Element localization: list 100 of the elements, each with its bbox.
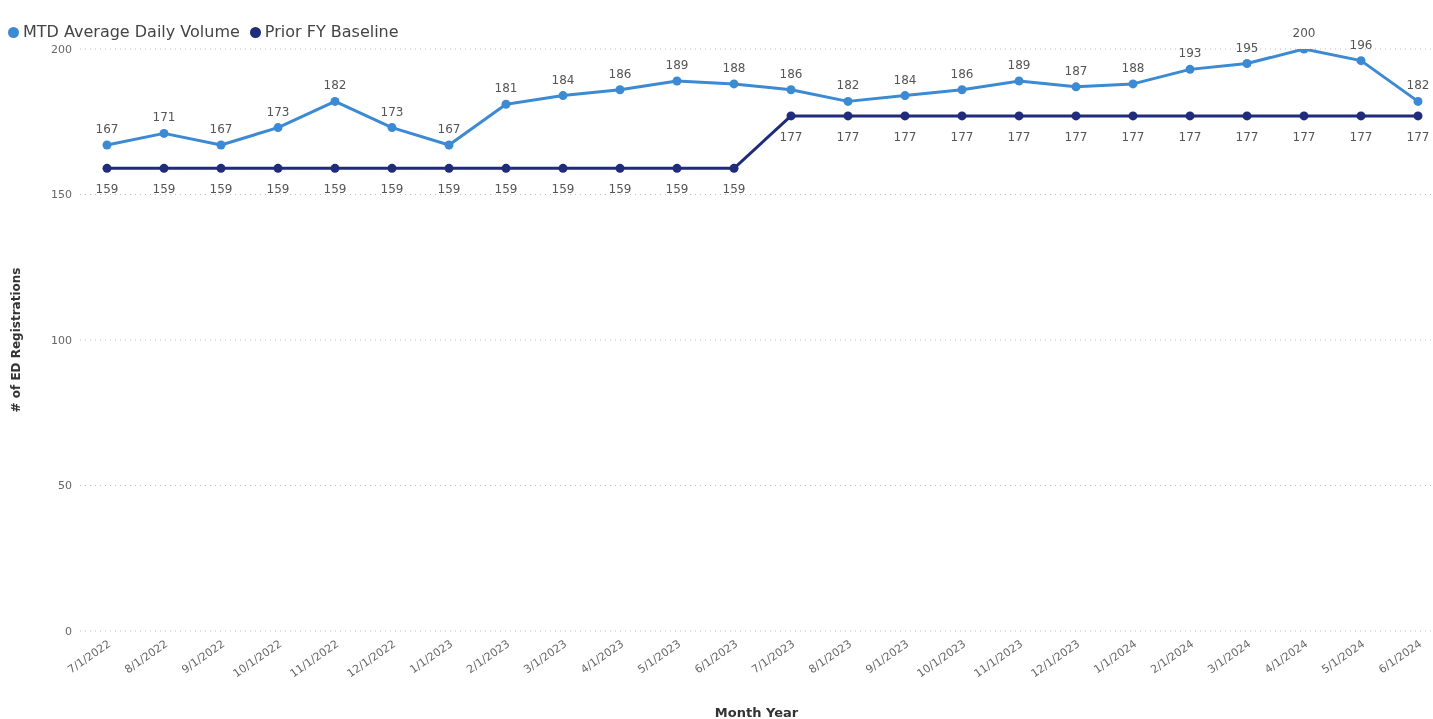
data-label: 159 bbox=[380, 182, 404, 197]
point bbox=[786, 85, 796, 95]
point bbox=[1014, 76, 1024, 86]
data-label: 189 bbox=[665, 58, 689, 73]
point bbox=[1071, 111, 1081, 121]
point bbox=[729, 79, 739, 89]
data-label: 177 bbox=[836, 129, 860, 144]
point bbox=[159, 128, 169, 138]
point bbox=[102, 140, 112, 150]
point bbox=[102, 163, 112, 173]
data-label: 159 bbox=[551, 182, 575, 197]
point bbox=[444, 163, 454, 173]
point bbox=[957, 85, 967, 95]
point bbox=[501, 99, 511, 109]
data-label: 167 bbox=[95, 122, 119, 137]
data-label: 196 bbox=[1349, 37, 1373, 52]
data-label: 159 bbox=[209, 182, 233, 197]
data-label: 177 bbox=[779, 129, 803, 144]
y-tick-label: 100 bbox=[51, 333, 72, 347]
data-label: 159 bbox=[608, 182, 632, 197]
y-tick-label: 200 bbox=[51, 42, 72, 56]
data-label: 177 bbox=[1007, 129, 1031, 144]
point bbox=[558, 163, 568, 173]
data-label: 159 bbox=[95, 182, 119, 197]
data-label: 182 bbox=[1406, 78, 1430, 93]
data-label: 173 bbox=[380, 104, 404, 119]
data-label: 184 bbox=[551, 72, 575, 87]
point bbox=[1071, 82, 1081, 92]
data-label: 159 bbox=[437, 182, 461, 197]
legend-label: MTD Average Daily Volume bbox=[23, 22, 240, 41]
data-label: 182 bbox=[323, 78, 347, 93]
data-label: 200 bbox=[1292, 26, 1316, 40]
point bbox=[1413, 111, 1423, 121]
point bbox=[159, 163, 169, 173]
data-label: 186 bbox=[608, 66, 632, 81]
data-label: 159 bbox=[494, 182, 518, 197]
point bbox=[1128, 111, 1138, 121]
point bbox=[273, 123, 283, 133]
data-label: 167 bbox=[437, 122, 461, 137]
data-label: 177 bbox=[1235, 129, 1259, 144]
data-label: 189 bbox=[1007, 58, 1031, 73]
point bbox=[1413, 96, 1423, 106]
data-label: 159 bbox=[722, 182, 746, 197]
data-label: 159 bbox=[266, 182, 290, 197]
data-label: 188 bbox=[722, 60, 746, 75]
point bbox=[843, 111, 853, 121]
data-label: 188 bbox=[1121, 60, 1145, 75]
point bbox=[216, 163, 226, 173]
point bbox=[1242, 59, 1252, 69]
data-label: 177 bbox=[1178, 129, 1202, 144]
point bbox=[330, 163, 340, 173]
data-label: 187 bbox=[1064, 63, 1088, 78]
point bbox=[501, 163, 511, 173]
data-label: 177 bbox=[893, 129, 917, 144]
y-tick-label: 150 bbox=[51, 188, 72, 202]
data-label: 171 bbox=[152, 110, 176, 125]
point bbox=[1356, 111, 1366, 121]
point bbox=[615, 163, 625, 173]
point bbox=[330, 96, 340, 106]
data-label: 184 bbox=[893, 72, 917, 87]
point bbox=[387, 163, 397, 173]
y-axis-title: # of ED Registrations bbox=[9, 267, 24, 413]
data-label: 186 bbox=[950, 66, 974, 81]
x-axis-title: Month Year bbox=[714, 705, 799, 719]
data-label: 195 bbox=[1235, 40, 1259, 55]
data-label: 177 bbox=[1349, 129, 1373, 144]
point bbox=[444, 140, 454, 150]
y-tick-label: 50 bbox=[58, 479, 72, 493]
data-label: 167 bbox=[209, 122, 233, 137]
point bbox=[900, 111, 910, 121]
data-label: 177 bbox=[1064, 129, 1088, 144]
point bbox=[1242, 111, 1252, 121]
point bbox=[729, 163, 739, 173]
point bbox=[1185, 64, 1195, 74]
point bbox=[843, 96, 853, 106]
data-label: 159 bbox=[665, 182, 689, 197]
data-label: 177 bbox=[1121, 129, 1145, 144]
point bbox=[672, 76, 682, 86]
point bbox=[273, 163, 283, 173]
point bbox=[216, 140, 226, 150]
point bbox=[1014, 111, 1024, 121]
data-label: 177 bbox=[950, 129, 974, 144]
point bbox=[1185, 111, 1195, 121]
data-label: 193 bbox=[1178, 46, 1202, 61]
legend-label: Prior FY Baseline bbox=[264, 22, 399, 41]
data-label: 177 bbox=[1406, 129, 1430, 144]
data-label: 186 bbox=[779, 66, 803, 81]
point bbox=[387, 123, 397, 133]
point bbox=[615, 85, 625, 95]
point bbox=[900, 91, 910, 101]
point bbox=[957, 111, 967, 121]
point bbox=[1356, 56, 1366, 66]
data-label: 159 bbox=[152, 182, 176, 197]
data-label: 181 bbox=[494, 81, 518, 96]
data-label: 182 bbox=[836, 78, 860, 93]
point bbox=[672, 163, 682, 173]
data-label: 159 bbox=[323, 182, 347, 197]
point bbox=[558, 91, 568, 101]
y-tick-label: 0 bbox=[65, 624, 72, 638]
point bbox=[1299, 111, 1309, 121]
